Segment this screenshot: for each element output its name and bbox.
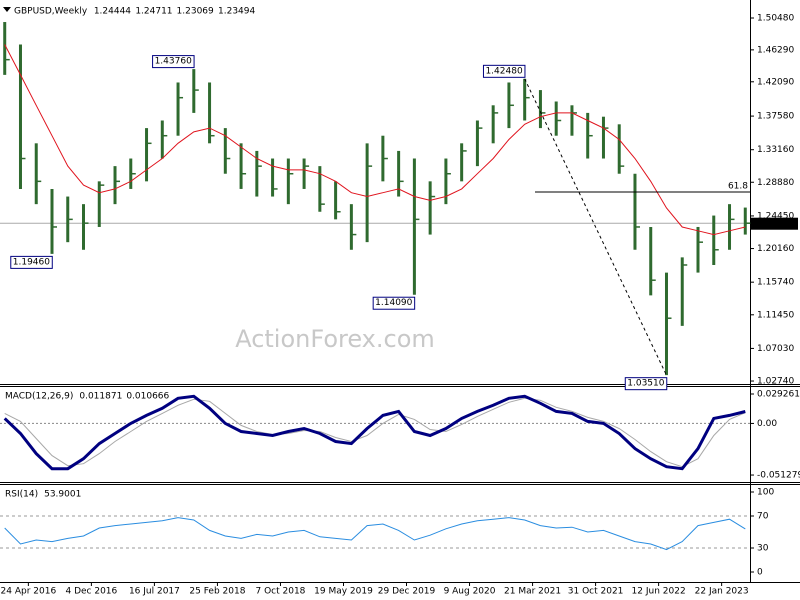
y-tick-label: 1.15740 [757, 278, 794, 288]
price-annotation: 1.03510 [624, 377, 668, 391]
price-annotation: 1.42480 [482, 64, 526, 78]
annotation-box [152, 55, 195, 69]
indicator-line [4, 397, 746, 468]
last-price-label: 1.23494 [757, 219, 794, 229]
y-tick-label: 0.029261 [757, 389, 800, 399]
x-tick-label: 19 May 2019 [314, 587, 373, 597]
price-annotation: 1.19460 [10, 255, 53, 269]
y-tick-label: 1.28880 [757, 178, 794, 188]
x-tick-label: 12 Jun 2022 [632, 587, 686, 597]
macd-title: MACD(12,26,9) [5, 392, 73, 402]
x-tick-label: 4 Dec 2016 [65, 587, 117, 597]
y-tick-label: 100 [757, 488, 774, 498]
annotation-box [10, 255, 53, 269]
annotation-box [482, 64, 526, 78]
price-annotation: 1.14090 [372, 296, 416, 310]
y-tick-label: 0.00 [757, 419, 777, 429]
header-value: 1.24444 [94, 7, 131, 17]
header-value: 0.011871 [79, 392, 122, 402]
y-tick-label: 1.11450 [757, 310, 794, 320]
y-tick-label: 1.02740 [757, 377, 794, 387]
header-value: 53.9001 [44, 490, 81, 500]
annotation-label: 1.42480 [485, 66, 522, 76]
y-tick-label: 1.20160 [757, 244, 794, 254]
header-value: 1.23494 [218, 7, 255, 17]
annotation-box [624, 377, 668, 391]
x-tick-label: 22 Jan 2023 [695, 587, 749, 597]
y-tick-label: 1.24450 [757, 211, 794, 221]
y-tick-label: 30 [757, 544, 769, 554]
annotation-label: 1.03510 [627, 379, 664, 389]
x-tick-label: 7 Oct 2018 [256, 587, 306, 597]
y-tick-label: 1.42090 [757, 77, 794, 87]
price-annotation: 1.43760 [152, 55, 195, 69]
x-tick-label: 25 Feb 2018 [189, 587, 245, 597]
x-tick-label: 24 Apr 2016 [1, 587, 57, 597]
header-value: 1.24711 [135, 7, 172, 17]
x-tick-label: 29 Dec 2019 [378, 587, 436, 597]
moving-average [4, 44, 746, 236]
header-value: 0.010666 [126, 392, 169, 402]
x-tick-label: 16 Jul 2017 [129, 587, 180, 597]
x-tick-label: 9 Aug 2020 [444, 587, 496, 597]
y-tick-label: 1.50480 [757, 13, 794, 23]
annotation-box [372, 296, 416, 310]
indicator-line [4, 517, 746, 551]
menu-icon [3, 7, 11, 12]
watermark: ActionForex.com [235, 325, 435, 353]
annotation-label: 1.14090 [375, 298, 412, 308]
trend-line [524, 78, 667, 376]
header-value: 1.23069 [177, 7, 214, 17]
annotation-label: 1.43760 [155, 57, 192, 67]
y-tick-label: 1.33160 [757, 145, 794, 155]
y-tick-label: 1.37580 [757, 112, 794, 122]
x-tick-label: 21 Mar 2021 [504, 587, 561, 597]
fib-label: 61.8 [728, 182, 748, 192]
y-tick-label: 1.46290 [757, 45, 794, 55]
y-tick-label: 0 [757, 568, 763, 578]
y-tick-label: 70 [757, 512, 769, 522]
last-price-marker: 1.23494 [751, 217, 798, 230]
chart-title: GBPUSD,Weekly [14, 7, 88, 17]
rsi-title: RSI(14) [5, 490, 38, 500]
indicator-line [3, 394, 746, 471]
y-tick-label: 1.07030 [757, 344, 794, 354]
x-tick-label: 31 Oct 2021 [568, 587, 624, 597]
annotation-label: 1.19460 [13, 257, 50, 267]
frame [0, 0, 800, 583]
y-tick-label: -0.051279 [757, 471, 800, 481]
last-price-box [751, 217, 798, 230]
